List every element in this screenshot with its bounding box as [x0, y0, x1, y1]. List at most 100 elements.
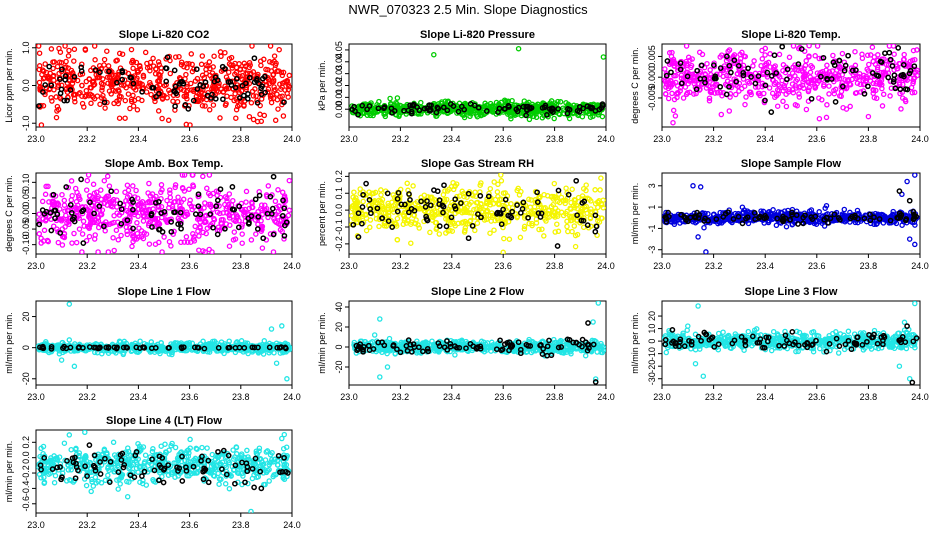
- data-point: [139, 88, 145, 95]
- data-point: [151, 223, 158, 230]
- data-point: [272, 66, 278, 72]
- data-point: [891, 51, 897, 57]
- data-point: [784, 76, 790, 83]
- data-point: [672, 113, 679, 119]
- data-point: [194, 75, 201, 82]
- data-point: [745, 65, 751, 72]
- data-point: [737, 51, 743, 58]
- x-tick-label: 23.6: [494, 134, 512, 144]
- data-point: [549, 212, 556, 219]
- data-point: [86, 193, 93, 199]
- data-point: [808, 79, 814, 86]
- data-point: [123, 198, 129, 204]
- data-point: [270, 249, 277, 254]
- data-point: [877, 80, 884, 87]
- data-point: [42, 191, 49, 198]
- data-point: [159, 115, 165, 122]
- data-point: [522, 206, 528, 212]
- data-point: [119, 67, 126, 74]
- data-point: [763, 214, 770, 221]
- data-point: [861, 90, 868, 97]
- data-point: [258, 85, 264, 92]
- data-point: [206, 246, 212, 253]
- data-point: [141, 213, 147, 219]
- data-point: [259, 245, 266, 251]
- data-point: [214, 231, 221, 238]
- data-point: [167, 187, 173, 193]
- data-point: [854, 207, 861, 214]
- data-point: [891, 72, 898, 79]
- data-point: [879, 85, 885, 92]
- data-point: [88, 85, 94, 91]
- data-point: [598, 200, 605, 207]
- data-point: [110, 235, 116, 241]
- data-point: [535, 207, 542, 214]
- data-point: [117, 200, 124, 207]
- data-point: [492, 196, 499, 203]
- data-point: [231, 229, 238, 235]
- data-point: [54, 108, 60, 114]
- data-point: [667, 81, 674, 87]
- scatter-points: [36, 173, 292, 254]
- data-point: [83, 78, 90, 85]
- data-point: [451, 203, 458, 209]
- data-point: [439, 202, 446, 209]
- data-point: [227, 222, 233, 228]
- data-point: [161, 234, 167, 240]
- data-point: [600, 205, 606, 211]
- data-point: [360, 198, 366, 205]
- data-point: [587, 215, 594, 222]
- data-point: [573, 177, 580, 184]
- data-point: [481, 103, 488, 110]
- data-point: [539, 105, 546, 111]
- data-point: [54, 211, 61, 218]
- data-point: [382, 113, 389, 120]
- data-point: [686, 78, 693, 84]
- data-point: [776, 88, 782, 94]
- data-point: [740, 62, 747, 69]
- data-point: [217, 115, 223, 121]
- outlier-point: [816, 115, 823, 122]
- data-point: [165, 117, 172, 124]
- data-point: [155, 219, 161, 226]
- y-tick-label: 0.00: [334, 100, 344, 118]
- data-point: [498, 221, 505, 228]
- data-point: [892, 85, 899, 92]
- x-tick-label: 23.6: [181, 261, 199, 271]
- data-point: [188, 203, 195, 210]
- data-point: [762, 82, 769, 89]
- data-point: [36, 211, 42, 217]
- data-point: [759, 56, 766, 62]
- data-point: [550, 109, 556, 115]
- data-point: [203, 70, 209, 77]
- data-point: [680, 95, 687, 101]
- data-point: [119, 76, 126, 83]
- data-point: [255, 213, 262, 220]
- outlier-point: [102, 105, 108, 111]
- data-point: [215, 345, 222, 351]
- data-point: [444, 107, 451, 114]
- y-tick-label: 0.01: [334, 89, 344, 107]
- data-point: [244, 95, 251, 102]
- data-point: [773, 92, 780, 99]
- data-point: [572, 197, 579, 203]
- data-point: [895, 65, 901, 72]
- data-point: [237, 66, 244, 73]
- data-point: [871, 221, 877, 228]
- data-point: [446, 206, 452, 213]
- data-point: [239, 240, 245, 246]
- data-point: [498, 178, 505, 184]
- data-point: [689, 71, 696, 78]
- data-point: [385, 218, 392, 224]
- data-point: [48, 94, 54, 101]
- outlier-point: [500, 249, 506, 254]
- data-point: [41, 75, 48, 81]
- data-point: [97, 69, 103, 76]
- data-point: [783, 91, 789, 97]
- x-tick-label: 23.0: [340, 134, 358, 144]
- data-point: [826, 83, 832, 89]
- data-point: [565, 191, 572, 198]
- data-point: [496, 201, 503, 208]
- data-point: [597, 187, 603, 193]
- panel-3: Slope Li-820 Temp.23.0 23.2 23.4 23.6 23.8 24…: [630, 29, 929, 144]
